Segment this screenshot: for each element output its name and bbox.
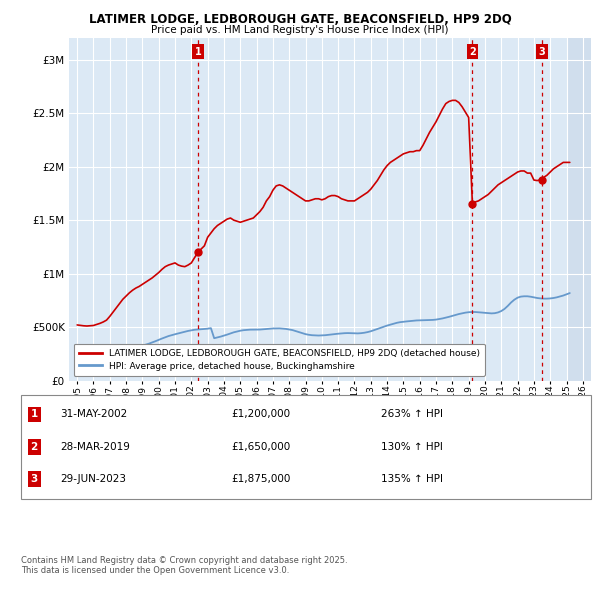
Text: 135% ↑ HPI: 135% ↑ HPI: [381, 474, 443, 484]
Text: Contains HM Land Registry data © Crown copyright and database right 2025.
This d: Contains HM Land Registry data © Crown c…: [21, 556, 347, 575]
Text: 1: 1: [195, 47, 202, 57]
Text: 2: 2: [31, 442, 38, 452]
Text: 1: 1: [31, 409, 38, 419]
Text: 31-MAY-2002: 31-MAY-2002: [60, 409, 127, 419]
Text: Price paid vs. HM Land Registry's House Price Index (HPI): Price paid vs. HM Land Registry's House …: [151, 25, 449, 35]
Text: 130% ↑ HPI: 130% ↑ HPI: [381, 442, 443, 452]
Text: 29-JUN-2023: 29-JUN-2023: [60, 474, 126, 484]
Text: 28-MAR-2019: 28-MAR-2019: [60, 442, 130, 452]
Text: 3: 3: [539, 47, 545, 57]
Legend: LATIMER LODGE, LEDBOROUGH GATE, BEACONSFIELD, HP9 2DQ (detached house), HPI: Ave: LATIMER LODGE, LEDBOROUGH GATE, BEACONSF…: [74, 343, 485, 376]
Text: £1,650,000: £1,650,000: [231, 442, 290, 452]
Text: 263% ↑ HPI: 263% ↑ HPI: [381, 409, 443, 419]
Text: 3: 3: [31, 474, 38, 484]
Text: £1,875,000: £1,875,000: [231, 474, 290, 484]
Text: LATIMER LODGE, LEDBOROUGH GATE, BEACONSFIELD, HP9 2DQ: LATIMER LODGE, LEDBOROUGH GATE, BEACONSF…: [89, 13, 511, 26]
Bar: [566, 38, 591, 381]
Text: 2: 2: [469, 47, 476, 57]
Text: £1,200,000: £1,200,000: [231, 409, 290, 419]
